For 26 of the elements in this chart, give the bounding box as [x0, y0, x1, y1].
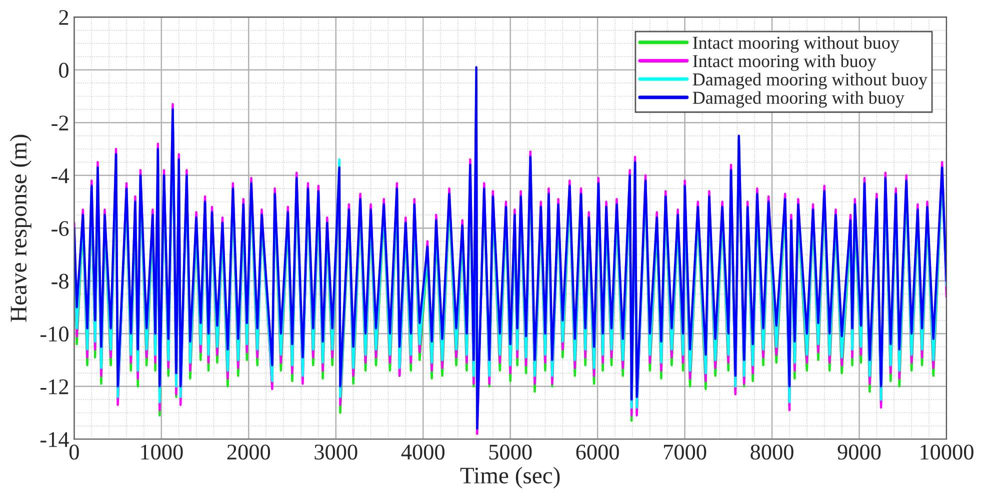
y-tick-label: -4 [52, 168, 69, 184]
y-tick-label: 2 [59, 10, 68, 25]
y-tick-label: -12 [40, 379, 68, 394]
x-tick-label: 1000 [141, 444, 183, 460]
y-tick-label: -2 [52, 116, 68, 130]
y-tick-label: -8 [52, 274, 68, 289]
y-tick-label: 0 [59, 62, 68, 78]
x-tick-label: 8000 [750, 444, 794, 460]
x-tick-label: 0 [69, 444, 79, 460]
legend-label: Damaged mooring with buoy [692, 91, 904, 108]
y-axis-title: Heave response (m) [10, 134, 32, 322]
x-tick-label: 6000 [576, 444, 619, 460]
x-tick-label: 5000 [489, 444, 532, 460]
x-tick-label: 7000 [664, 444, 706, 460]
y-tick-label: -10 [40, 326, 68, 342]
x-tick-label: 9000 [838, 444, 881, 460]
y-tick-label: -6 [52, 221, 69, 236]
legend-label: Intact mooring without buoy [692, 36, 900, 53]
x-tick-label: 10000 [920, 444, 974, 460]
x-tick-label: 2000 [227, 444, 270, 460]
x-tick-label: 3000 [314, 444, 358, 460]
y-tick-label: -14 [40, 432, 69, 447]
legend-label: Intact mooring with buoy [692, 54, 876, 71]
x-tick-label: 4000 [401, 444, 444, 460]
x-axis-title: Time (sec) [460, 466, 560, 488]
legend-label: Damaged mooring without buoy [692, 72, 928, 90]
